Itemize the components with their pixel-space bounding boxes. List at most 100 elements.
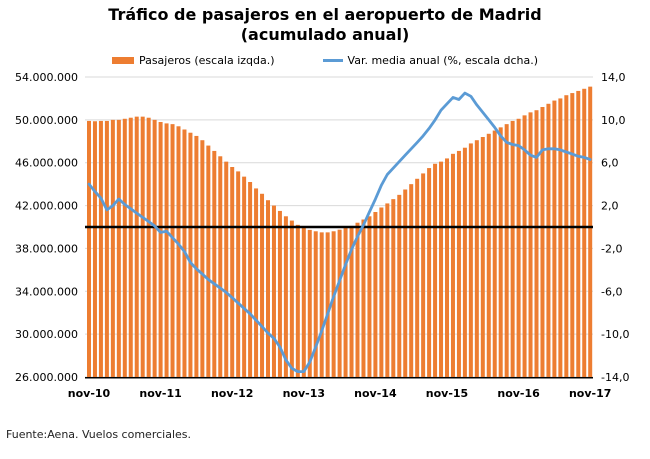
passenger-bar (104, 120, 109, 377)
passenger-bar (146, 117, 151, 377)
legend-item-var-media: Var. media anual (%, escala dcha.) (322, 54, 538, 67)
passenger-bar (421, 173, 426, 377)
passenger-bar (349, 225, 354, 377)
right-axis-tick-label: 2,0 (601, 200, 619, 213)
left-axis-tick-label: 50.000.000 (15, 114, 78, 127)
x-axis-tick-label: nov-12 (211, 387, 253, 400)
passenger-bar (283, 216, 288, 377)
passenger-bar (504, 124, 509, 378)
passenger-bar (254, 188, 259, 377)
passenger-bar (439, 161, 444, 377)
right-axis-tick-label: 14,0 (601, 71, 626, 84)
passenger-bar (468, 143, 473, 377)
passenger-bar (516, 118, 521, 378)
x-axis-tick-label: nov-11 (139, 387, 181, 400)
left-axis-tick-label: 46.000.000 (15, 157, 78, 170)
left-axis-tick-label: 38.000.000 (15, 242, 78, 255)
right-axis-tick-label: -2,0 (601, 242, 622, 255)
legend-item-pasajeros: Pasajeros (escala izqda.) (111, 54, 275, 67)
passenger-bar (260, 193, 265, 377)
line-series-swatch-icon (322, 59, 343, 62)
passenger-bar (510, 120, 515, 377)
x-axis-tick-label: nov-13 (283, 387, 325, 400)
passenger-bar (188, 132, 193, 377)
x-axis-tick-label: nov-14 (354, 387, 397, 400)
chart-legend: Pasajeros (escala izqda.) Var. media anu… (0, 54, 650, 67)
passenger-bar (307, 229, 312, 377)
passenger-bar (546, 103, 551, 378)
passenger-bar (319, 232, 324, 377)
passenger-bar (116, 119, 121, 377)
passenger-bar (564, 95, 569, 377)
passenger-bar (206, 145, 211, 377)
passenger-bar (588, 86, 593, 378)
right-axis-tick-label: -14,0 (601, 371, 629, 384)
passenger-bar (403, 189, 408, 377)
passenger-bar (474, 140, 479, 377)
passenger-bar (98, 120, 103, 377)
left-axis-tick-label: 42.000.000 (15, 200, 78, 213)
passenger-bar (367, 216, 372, 377)
left-axis-tick-label: 30.000.000 (15, 328, 78, 341)
left-axis-tick-label: 26.000.000 (15, 371, 78, 384)
passenger-bar (164, 123, 169, 378)
passenger-bar (134, 116, 139, 378)
passenger-bar (230, 167, 235, 377)
passenger-bar (397, 194, 402, 377)
passenger-bar (385, 203, 390, 377)
left-axis-tick-label: 34.000.000 (15, 285, 78, 298)
passenger-bar (194, 135, 199, 377)
passenger-bar (576, 90, 581, 377)
passenger-bar (331, 231, 336, 377)
passenger-bar (379, 207, 384, 377)
passenger-bar (170, 124, 175, 378)
passenger-bar (313, 231, 318, 377)
passenger-bar (427, 168, 432, 377)
passenger-bar (110, 119, 115, 377)
passenger-bar (87, 120, 91, 377)
passenger-bar (552, 100, 557, 378)
passenger-bar (582, 88, 587, 378)
bar-series-swatch-icon (111, 57, 134, 64)
passenger-bar (462, 147, 467, 377)
x-axis-tick-label: nov-10 (68, 387, 111, 400)
passenger-bar (248, 182, 253, 377)
legend-label-pasajeros: Pasajeros (escala izqda.) (138, 54, 275, 67)
passenger-bar (492, 130, 497, 377)
passenger-bar (409, 184, 414, 377)
variation-line (87, 91, 592, 374)
passenger-bar (480, 137, 485, 377)
passenger-bar (176, 126, 181, 378)
passenger-bar (218, 156, 223, 377)
passenger-bar (540, 107, 545, 377)
x-axis-tick-label: nov-15 (426, 387, 468, 400)
passenger-bar (224, 161, 229, 377)
passenger-bar (128, 117, 133, 377)
passenger-bar (391, 199, 396, 377)
x-axis-tick-label: nov-16 (497, 387, 540, 400)
passenger-bar (486, 133, 491, 377)
x-axis-tick-label: nov-17 (569, 387, 611, 400)
passenger-bar (271, 205, 276, 377)
passenger-bar (433, 163, 438, 377)
passenger-bar (158, 122, 163, 377)
chart-title: Tráfico de pasajeros en el aeropuerto de… (0, 5, 650, 45)
passenger-bar (289, 220, 294, 377)
passenger-bar (295, 224, 300, 377)
source-note: Fuente:Aena. Vuelos comerciales. (6, 428, 191, 441)
passenger-bar (522, 115, 527, 377)
passenger-bar (570, 93, 575, 378)
passenger-bar (242, 176, 247, 377)
passenger-bar (373, 212, 378, 377)
passenger-bar (528, 112, 533, 377)
passenger-bar (152, 119, 157, 377)
passenger-bar (456, 150, 461, 377)
chart-title-line1: Tráfico de pasajeros en el aeropuerto de… (108, 5, 542, 24)
passenger-bar (534, 110, 539, 377)
passenger-bar (355, 222, 360, 377)
passenger-bar (212, 150, 217, 377)
right-axis-tick-label: -10,0 (601, 328, 629, 341)
left-axis-tick-label: 54.000.000 (15, 71, 78, 84)
